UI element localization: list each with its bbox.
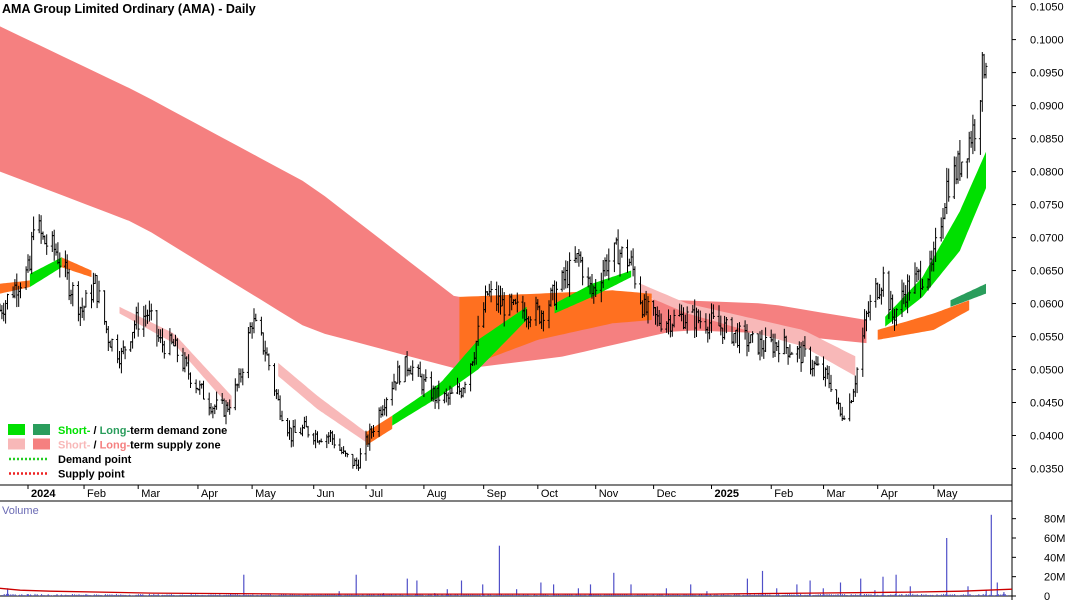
volume-tick-label: 20M xyxy=(1044,572,1065,584)
x-tick-label: Mar xyxy=(141,488,160,500)
overlap-zone-4 xyxy=(877,300,970,340)
short-term-demand-zone-0 xyxy=(29,257,62,287)
x-tick-label: 2024 xyxy=(31,488,56,500)
y-tick-label: 0.0750 xyxy=(1030,200,1064,212)
x-tick-label: Sep xyxy=(487,488,507,500)
legend-label: Demand point xyxy=(58,454,132,466)
y-tick-label: 0.0350 xyxy=(1030,464,1064,476)
volume-title: Volume xyxy=(2,505,39,517)
y-tick-label: 0.0950 xyxy=(1030,68,1064,80)
volume-tick-label: 0 xyxy=(1044,591,1050,600)
y-tick-label: 0.0500 xyxy=(1030,365,1064,377)
price-bars xyxy=(0,52,988,471)
volume-average-line xyxy=(0,587,1013,595)
y-tick-label: 0.0550 xyxy=(1030,332,1064,344)
legend-label-sep: / xyxy=(90,425,99,437)
x-tick-label: May xyxy=(255,488,276,500)
x-tick-label: Jul xyxy=(369,488,383,500)
volume-tick-label: 80M xyxy=(1044,514,1065,526)
x-tick-label: Mar xyxy=(827,488,846,500)
axes-layer: 0.1050 0.1000 0.0950 0.0900 0.0850 0.0800 0.07… xyxy=(27,2,1065,603)
legend-swatch-long xyxy=(33,424,50,435)
y-tick-label: 0.0850 xyxy=(1030,134,1064,146)
volume-tick-label: 60M xyxy=(1044,533,1065,545)
y-tick-label: 0.1050 xyxy=(1030,2,1064,14)
legend-label-rest: term demand zone xyxy=(130,425,227,437)
legend-swatch-short xyxy=(8,424,25,435)
x-tick-label: Aug xyxy=(427,488,447,500)
y-tick-label: 0.0600 xyxy=(1030,299,1064,311)
legend-label-rest: term supply zone xyxy=(130,440,220,452)
legend-label: Short- / Long-term supply zone xyxy=(58,440,221,452)
x-tick-label: May xyxy=(937,488,958,500)
y-tick-label: 0.0400 xyxy=(1030,431,1064,443)
x-tick-label: Apr xyxy=(881,488,898,500)
short-term-supply-zone-1 xyxy=(278,362,366,443)
overlap-zone-3 xyxy=(459,290,652,370)
x-tick-label: Feb xyxy=(774,488,793,500)
legend-swatch-short xyxy=(8,438,25,450)
short-term-demand-zone-1 xyxy=(392,306,527,426)
legend-label-long: Long- xyxy=(100,425,131,437)
x-tick-label: Feb xyxy=(87,488,106,500)
legend-label-long: Long- xyxy=(100,440,131,452)
legend-label-short: Short- xyxy=(58,440,91,452)
x-tick-label: Oct xyxy=(541,488,558,500)
volume-tick-label: 40M xyxy=(1044,552,1065,564)
y-tick-label: 0.0900 xyxy=(1030,101,1064,113)
x-tick-label: 2025 xyxy=(714,488,738,500)
x-tick-label: Dec xyxy=(657,488,677,500)
x-tick-label: Apr xyxy=(201,488,218,500)
y-tick-label: 0.1000 xyxy=(1030,35,1064,47)
volume-layer xyxy=(0,514,1013,596)
legend-label: Supply point xyxy=(58,469,125,481)
y-tick-label: 0.0700 xyxy=(1030,233,1064,245)
short-term-demand-zone-3 xyxy=(885,151,986,327)
long-term-demand-zone-0 xyxy=(950,283,986,307)
overlap-zone-1 xyxy=(61,257,92,278)
y-tick-label: 0.0650 xyxy=(1030,266,1064,278)
chart-title: AMA Group Limited Ordinary (AMA) - Daily xyxy=(2,2,256,16)
legend-label-short: Short- xyxy=(58,425,91,437)
short-term-demand-zone-2 xyxy=(554,270,632,314)
x-tick-label: Nov xyxy=(599,488,619,500)
y-tick-label: 0.0800 xyxy=(1030,167,1064,179)
x-tick-label: Jun xyxy=(317,488,335,500)
short-term-supply-zone-0 xyxy=(119,306,232,410)
y-tick-label: 0.0450 xyxy=(1030,398,1064,410)
legend-swatch-long xyxy=(33,438,50,450)
legend-label: Short- / Long-term demand zone xyxy=(58,425,227,437)
legend-label-sep: / xyxy=(90,440,99,452)
